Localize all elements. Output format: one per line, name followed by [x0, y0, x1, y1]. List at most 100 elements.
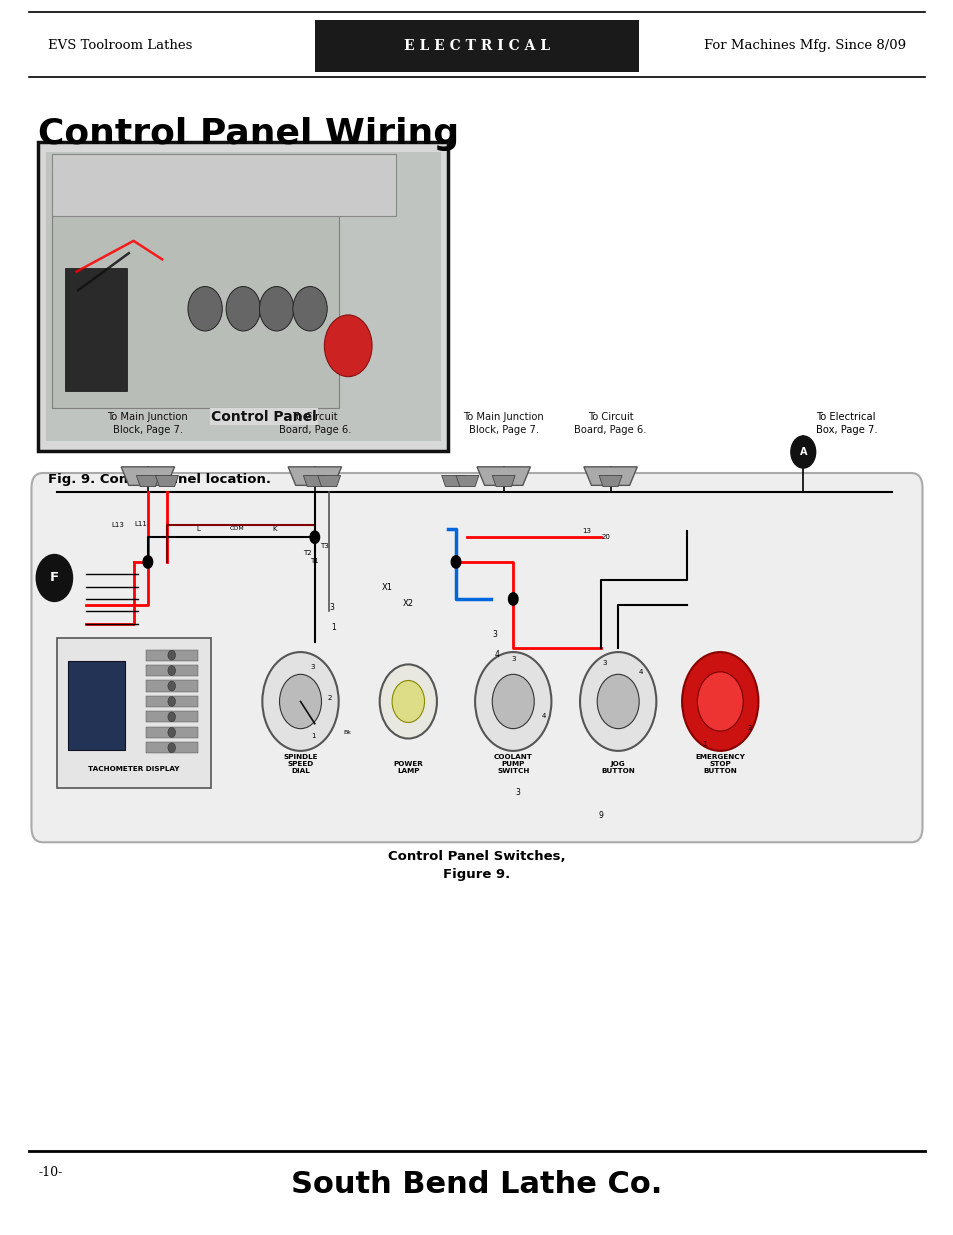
Circle shape	[579, 652, 656, 751]
Circle shape	[262, 652, 338, 751]
FancyBboxPatch shape	[146, 726, 198, 737]
Text: 4: 4	[541, 713, 545, 719]
Circle shape	[168, 697, 175, 706]
Polygon shape	[303, 475, 326, 487]
FancyBboxPatch shape	[31, 473, 922, 842]
Text: 13: 13	[581, 529, 591, 534]
Circle shape	[188, 287, 222, 331]
Circle shape	[143, 556, 152, 568]
Text: 3: 3	[329, 603, 335, 613]
FancyBboxPatch shape	[46, 152, 440, 441]
Text: To Electrical
Box, Page 7.: To Electrical Box, Page 7.	[815, 412, 877, 435]
FancyBboxPatch shape	[38, 142, 448, 451]
Text: 3: 3	[511, 657, 515, 662]
Text: A: A	[799, 447, 806, 457]
FancyBboxPatch shape	[52, 173, 338, 408]
FancyBboxPatch shape	[146, 711, 198, 722]
Text: Control Panel Wiring: Control Panel Wiring	[38, 117, 458, 152]
Text: L11: L11	[134, 521, 148, 526]
Circle shape	[681, 652, 758, 751]
Circle shape	[168, 682, 175, 692]
Polygon shape	[155, 475, 178, 487]
Text: 3: 3	[311, 663, 314, 669]
Polygon shape	[317, 475, 340, 487]
Text: South Bend Lathe Co.: South Bend Lathe Co.	[291, 1170, 662, 1198]
Circle shape	[790, 436, 815, 468]
Text: To Main Junction
Block, Page 7.: To Main Junction Block, Page 7.	[463, 412, 543, 435]
Circle shape	[697, 672, 742, 731]
FancyBboxPatch shape	[314, 20, 639, 72]
FancyBboxPatch shape	[146, 680, 198, 692]
Circle shape	[392, 680, 424, 722]
Circle shape	[168, 711, 175, 721]
Text: 3: 3	[601, 661, 606, 667]
Circle shape	[310, 531, 319, 543]
Text: T1: T1	[310, 558, 319, 563]
FancyBboxPatch shape	[146, 664, 198, 677]
Circle shape	[293, 287, 327, 331]
Circle shape	[451, 556, 460, 568]
Polygon shape	[288, 467, 341, 485]
Text: For Machines Mfg. Since 8/09: For Machines Mfg. Since 8/09	[703, 40, 905, 52]
Text: JOG
BUTTON: JOG BUTTON	[600, 761, 635, 774]
Text: 4: 4	[639, 669, 642, 674]
Polygon shape	[476, 467, 530, 485]
Polygon shape	[441, 475, 464, 487]
FancyBboxPatch shape	[146, 742, 198, 753]
Circle shape	[168, 650, 175, 661]
FancyBboxPatch shape	[146, 650, 198, 661]
Polygon shape	[598, 475, 621, 487]
Polygon shape	[456, 475, 478, 487]
Text: 2: 2	[747, 725, 751, 731]
FancyBboxPatch shape	[65, 268, 127, 391]
Text: POWER
LAMP: POWER LAMP	[393, 761, 423, 774]
Text: K: K	[273, 526, 276, 531]
Circle shape	[168, 666, 175, 676]
Polygon shape	[492, 475, 515, 487]
Text: 9: 9	[598, 810, 603, 820]
Text: 4: 4	[494, 650, 499, 659]
Circle shape	[168, 727, 175, 737]
Circle shape	[279, 674, 321, 729]
Text: Bk: Bk	[343, 730, 351, 735]
Polygon shape	[121, 467, 174, 485]
Text: 3: 3	[492, 630, 497, 640]
Circle shape	[475, 652, 551, 751]
Circle shape	[508, 593, 517, 605]
Text: -10-: -10-	[38, 1166, 62, 1179]
Text: L: L	[196, 526, 200, 531]
FancyBboxPatch shape	[146, 697, 198, 706]
Circle shape	[259, 287, 294, 331]
Text: 3: 3	[515, 788, 520, 798]
Text: 20: 20	[600, 535, 610, 540]
Circle shape	[168, 742, 175, 752]
Circle shape	[324, 315, 372, 377]
Text: T3: T3	[319, 543, 329, 548]
Text: Fig. 9. Control panel location.: Fig. 9. Control panel location.	[48, 473, 271, 487]
Circle shape	[492, 674, 534, 729]
Text: 2: 2	[328, 695, 332, 701]
Text: 1: 1	[702, 741, 706, 747]
Text: 1: 1	[332, 622, 335, 632]
Text: Control Panel Switches,
Figure 9.: Control Panel Switches, Figure 9.	[388, 850, 565, 881]
Text: F: F	[50, 572, 59, 584]
Polygon shape	[583, 467, 637, 485]
Circle shape	[597, 674, 639, 729]
Circle shape	[379, 664, 436, 739]
Text: X2: X2	[402, 599, 414, 609]
Text: L13: L13	[111, 522, 124, 527]
Text: SPINDLE
SPEED
DIAL: SPINDLE SPEED DIAL	[283, 755, 317, 774]
Text: E L E C T R I C A L: E L E C T R I C A L	[403, 38, 550, 53]
Text: Control Panel: Control Panel	[211, 410, 316, 424]
Text: 1: 1	[311, 734, 314, 740]
Polygon shape	[136, 475, 159, 487]
Text: To Circuit
Board, Page 6.: To Circuit Board, Page 6.	[574, 412, 646, 435]
Text: EVS Toolroom Lathes: EVS Toolroom Lathes	[48, 40, 192, 52]
Text: To Main Junction
Block, Page 7.: To Main Junction Block, Page 7.	[108, 412, 188, 435]
Circle shape	[36, 555, 72, 601]
Text: To Circuit
Board, Page 6.: To Circuit Board, Page 6.	[278, 412, 351, 435]
FancyBboxPatch shape	[57, 638, 211, 788]
FancyBboxPatch shape	[52, 154, 395, 216]
Text: COM: COM	[229, 526, 244, 531]
Text: X1: X1	[381, 583, 393, 593]
